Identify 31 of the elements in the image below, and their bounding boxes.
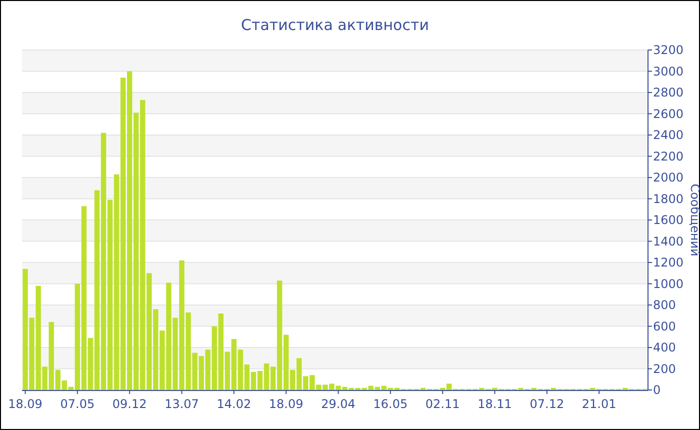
y-tick-label: 200: [653, 362, 676, 376]
x-tick-label: 14.02: [216, 397, 252, 411]
y-tick-label: 2400: [653, 128, 684, 142]
y-tick-label: 3000: [653, 64, 684, 78]
x-tick-label: 07.05: [60, 397, 95, 411]
y-tick-label: 1800: [653, 192, 684, 206]
y-tick-label: 800: [653, 298, 676, 312]
x-tick-label: 02.11: [425, 397, 460, 411]
y-tick-label: 2600: [653, 106, 684, 121]
y-tick-label: 0: [653, 383, 661, 397]
x-tick-label: 18.11: [478, 397, 512, 411]
y-tick-label: 1400: [653, 234, 684, 248]
x-tick-label: 16.05: [373, 397, 408, 411]
y-tick-label: 1600: [653, 213, 684, 227]
y-axis-title: Сообщений: [688, 184, 700, 256]
x-tick-label: 09.12: [112, 397, 147, 411]
y-tick-label: 400: [653, 340, 676, 354]
x-tick-label: 18.09: [8, 397, 42, 411]
x-tick-label: 21.01: [582, 397, 616, 411]
y-tick-label: 600: [653, 319, 676, 334]
x-tick-label: 18.09: [268, 397, 304, 411]
y-tick-label: 2000: [653, 170, 684, 184]
y-tick-label: 3200: [653, 43, 684, 57]
y-tick-label: 1000: [653, 276, 684, 291]
y-tick-label: 2800: [653, 86, 684, 100]
x-tick-label: 07.12: [530, 397, 564, 411]
x-tick-label: 29.04: [321, 397, 356, 411]
y-tick-label: 2200: [653, 149, 684, 164]
x-tick-label: 13.07: [164, 397, 199, 411]
chart-title: Статистика активности: [241, 16, 429, 34]
y-tick-label: 1200: [653, 256, 684, 270]
